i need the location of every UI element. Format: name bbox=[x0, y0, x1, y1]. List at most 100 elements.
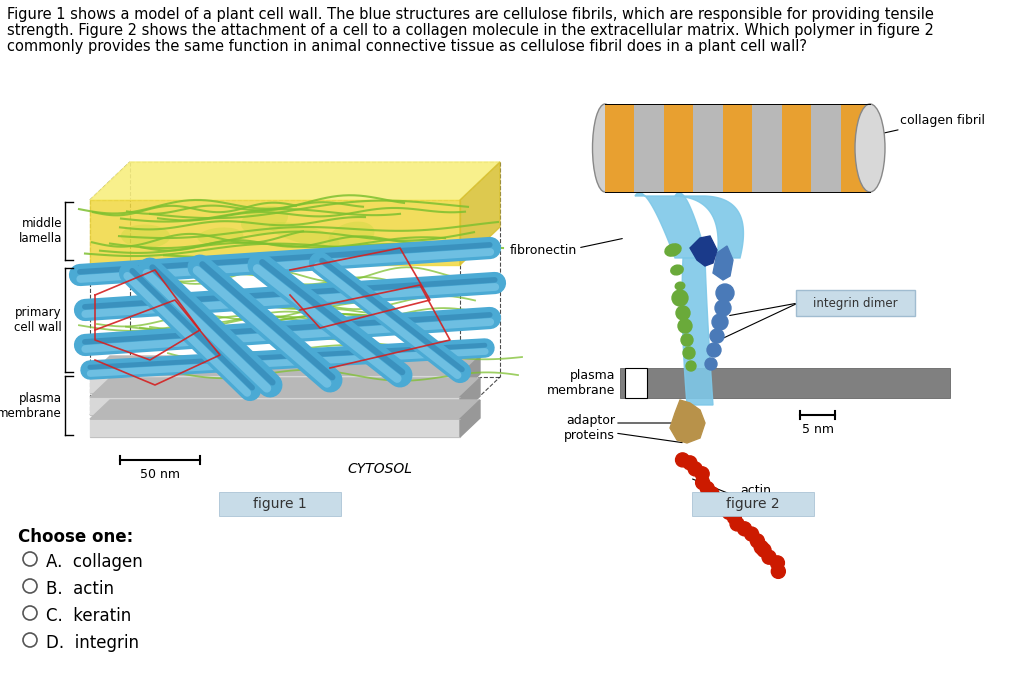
FancyBboxPatch shape bbox=[219, 492, 341, 516]
Polygon shape bbox=[460, 356, 480, 393]
Circle shape bbox=[688, 462, 702, 476]
Polygon shape bbox=[90, 419, 460, 437]
Polygon shape bbox=[670, 400, 705, 443]
Circle shape bbox=[672, 290, 688, 306]
FancyBboxPatch shape bbox=[692, 492, 814, 516]
Circle shape bbox=[770, 556, 784, 570]
Ellipse shape bbox=[855, 104, 885, 192]
Polygon shape bbox=[690, 236, 717, 266]
Circle shape bbox=[707, 343, 721, 357]
Circle shape bbox=[722, 506, 736, 519]
Circle shape bbox=[771, 564, 785, 578]
Text: figure 1: figure 1 bbox=[253, 497, 307, 511]
Bar bbox=[781, 104, 812, 192]
Text: integrin dimer: integrin dimer bbox=[813, 297, 898, 310]
Circle shape bbox=[744, 527, 759, 541]
Text: fibronectin: fibronectin bbox=[510, 243, 577, 256]
Text: A.  collagen: A. collagen bbox=[46, 553, 142, 571]
Polygon shape bbox=[460, 162, 500, 265]
Text: middle
lamella: middle lamella bbox=[18, 217, 62, 245]
Ellipse shape bbox=[198, 227, 244, 245]
Circle shape bbox=[715, 494, 729, 508]
Bar bbox=[664, 104, 694, 192]
Circle shape bbox=[757, 543, 771, 557]
Text: 50 nm: 50 nm bbox=[140, 468, 180, 481]
Ellipse shape bbox=[665, 243, 682, 257]
Circle shape bbox=[715, 300, 731, 316]
Circle shape bbox=[705, 358, 717, 370]
Bar bbox=[753, 104, 782, 192]
Ellipse shape bbox=[269, 222, 340, 247]
Polygon shape bbox=[90, 200, 460, 265]
Bar bbox=[625, 368, 647, 398]
Ellipse shape bbox=[670, 264, 684, 275]
Circle shape bbox=[730, 517, 744, 531]
Polygon shape bbox=[675, 196, 743, 258]
Polygon shape bbox=[90, 397, 460, 415]
Circle shape bbox=[727, 510, 741, 525]
Circle shape bbox=[721, 498, 735, 512]
Circle shape bbox=[700, 482, 715, 495]
Circle shape bbox=[686, 361, 696, 371]
Circle shape bbox=[683, 456, 697, 470]
Circle shape bbox=[681, 334, 693, 346]
Ellipse shape bbox=[121, 225, 170, 248]
Polygon shape bbox=[635, 192, 707, 258]
Circle shape bbox=[751, 534, 764, 548]
Text: actin
filament: actin filament bbox=[740, 484, 792, 512]
Circle shape bbox=[695, 475, 710, 490]
Bar bbox=[620, 368, 950, 398]
Circle shape bbox=[23, 579, 37, 593]
Polygon shape bbox=[90, 400, 480, 419]
Text: collagen fibril: collagen fibril bbox=[878, 114, 985, 134]
Ellipse shape bbox=[241, 206, 288, 234]
Circle shape bbox=[676, 453, 689, 467]
Text: 5 nm: 5 nm bbox=[802, 423, 834, 436]
Polygon shape bbox=[460, 378, 480, 415]
Circle shape bbox=[716, 284, 734, 302]
Circle shape bbox=[755, 540, 768, 554]
Text: B.  actin: B. actin bbox=[46, 580, 114, 598]
Text: plasma
membrane: plasma membrane bbox=[547, 369, 615, 397]
Text: Choose one:: Choose one: bbox=[18, 528, 133, 546]
Circle shape bbox=[23, 552, 37, 566]
Polygon shape bbox=[90, 378, 480, 397]
Text: C.  keratin: C. keratin bbox=[46, 607, 131, 625]
Polygon shape bbox=[682, 258, 713, 405]
Bar bbox=[693, 104, 723, 192]
Bar bbox=[605, 104, 635, 192]
Ellipse shape bbox=[593, 104, 617, 192]
Bar bbox=[723, 104, 753, 192]
Polygon shape bbox=[90, 162, 500, 200]
Text: strength. Figure 2 shows the attachment of a cell to a collagen molecule in the : strength. Figure 2 shows the attachment … bbox=[7, 23, 934, 38]
FancyBboxPatch shape bbox=[796, 290, 915, 316]
Circle shape bbox=[710, 329, 724, 343]
Text: plasma
membrane: plasma membrane bbox=[0, 392, 62, 419]
Circle shape bbox=[23, 606, 37, 620]
Text: primary
cell wall: primary cell wall bbox=[14, 306, 62, 334]
Polygon shape bbox=[90, 356, 480, 375]
Circle shape bbox=[23, 633, 37, 647]
Bar bbox=[635, 104, 665, 192]
Circle shape bbox=[712, 314, 728, 330]
Circle shape bbox=[676, 306, 690, 320]
Circle shape bbox=[705, 487, 719, 501]
Polygon shape bbox=[460, 400, 480, 437]
Ellipse shape bbox=[675, 282, 685, 290]
Circle shape bbox=[737, 522, 752, 536]
Circle shape bbox=[695, 466, 710, 481]
Text: figure 2: figure 2 bbox=[726, 497, 780, 511]
Circle shape bbox=[683, 347, 695, 359]
Text: adaptor
proteins: adaptor proteins bbox=[564, 414, 615, 442]
Bar bbox=[841, 104, 870, 192]
Text: Figure 1 shows a model of a plant cell wall. The blue structures are cellulose f: Figure 1 shows a model of a plant cell w… bbox=[7, 7, 934, 22]
Circle shape bbox=[678, 319, 692, 333]
Text: CYTOSOL: CYTOSOL bbox=[347, 462, 413, 476]
Polygon shape bbox=[90, 375, 460, 393]
Bar bbox=[811, 104, 841, 192]
Text: CYTOSOL: CYTOSOL bbox=[874, 386, 940, 400]
Polygon shape bbox=[713, 246, 733, 280]
Ellipse shape bbox=[329, 222, 375, 251]
Text: commonly provides the same function in animal connective tissue as cellulose fib: commonly provides the same function in a… bbox=[7, 39, 807, 54]
Circle shape bbox=[762, 550, 776, 564]
